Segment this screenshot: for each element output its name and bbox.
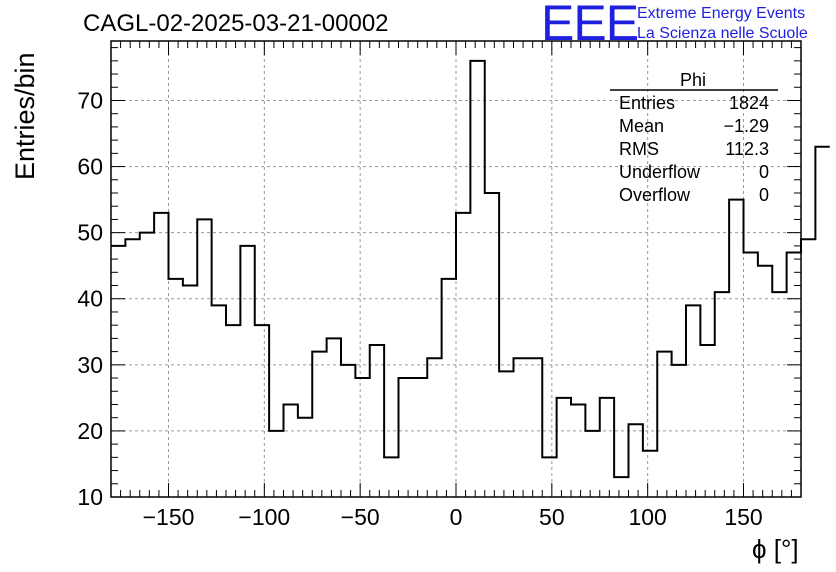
chart-title: CAGL-02-2025-03-21-00002 (83, 10, 389, 37)
stats-label-entries: Entries (619, 93, 676, 113)
y-tick-label: 50 (77, 220, 103, 246)
x-tick-label: −50 (341, 504, 380, 530)
stats-title: Phi (680, 70, 707, 90)
stats-label-rms: RMS (619, 139, 659, 159)
logo-line-2: La Scienza nelle Scuole (637, 25, 808, 42)
y-tick-label: 30 (77, 352, 103, 378)
y-tick-label: 20 (77, 418, 103, 444)
y-axis-label: Entries/bin (10, 52, 40, 180)
stats-label-overflow: Overflow (619, 185, 691, 205)
histogram-series (111, 59, 830, 479)
logo-line-1: Extreme Energy Events (637, 5, 806, 22)
y-tick-label: 40 (77, 286, 103, 312)
x-tick-label: 100 (628, 504, 666, 530)
eee-logo: EEE (541, 0, 639, 51)
stats-label-mean: Mean (619, 116, 665, 136)
stats-value-rms: 112.3 (725, 139, 769, 159)
x-tick-label: 150 (724, 504, 762, 530)
stats-value-overflow: 0 (758, 185, 769, 205)
stats-value-mean: −1.29 (723, 116, 769, 136)
x-tick-label: 50 (539, 504, 565, 530)
stats-value-underflow: 0 (758, 162, 769, 182)
y-tick-label: 70 (77, 87, 103, 113)
y-tick-label: 60 (77, 154, 103, 180)
x-tick-label: −150 (143, 504, 195, 530)
stats-label-underflow: Underflow (619, 162, 701, 182)
x-tick-label: −100 (238, 504, 290, 530)
stats-value-entries: 1824 (728, 93, 769, 113)
x-axis-label: ϕ [°] (752, 534, 799, 564)
y-tick-label: 10 (77, 484, 103, 510)
x-tick-label: 0 (450, 504, 463, 530)
